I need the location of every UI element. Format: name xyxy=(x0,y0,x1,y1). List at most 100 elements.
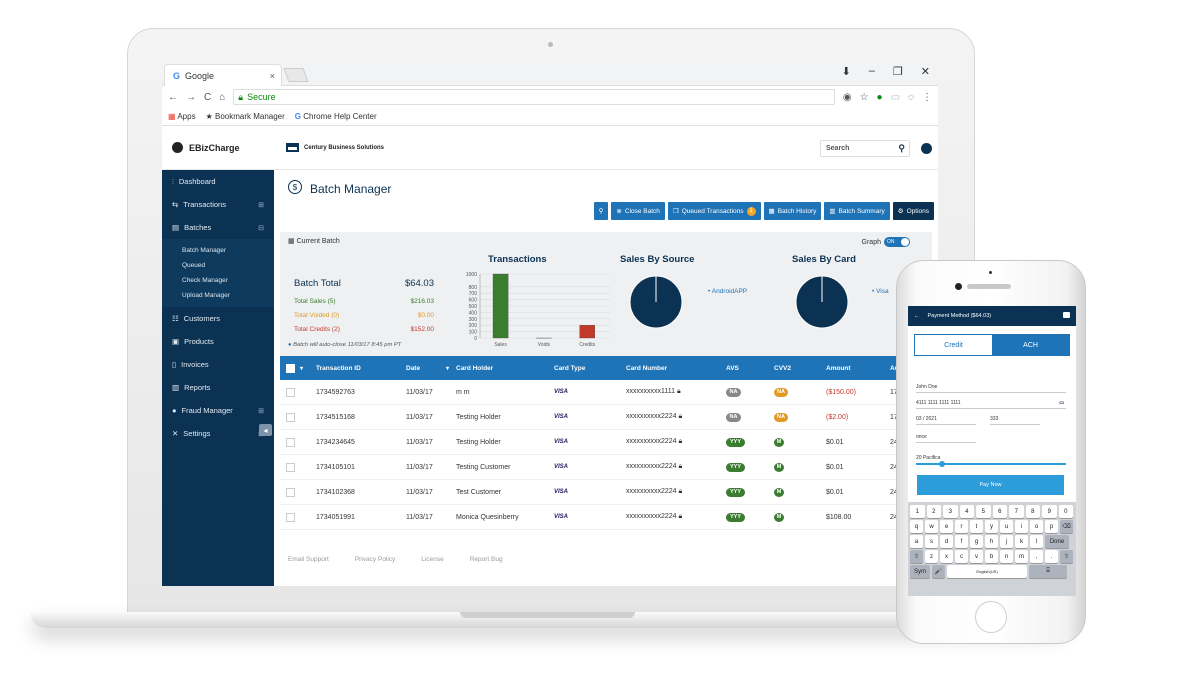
restore-button[interactable]: ❐ xyxy=(892,66,903,78)
col-amount[interactable]: Amount xyxy=(826,364,851,372)
key[interactable]: q xyxy=(910,520,923,533)
key[interactable]: Sym xyxy=(910,565,930,578)
key[interactable]: l xyxy=(1030,535,1043,548)
select-dropdown-icon[interactable]: ▾ xyxy=(300,365,304,372)
key[interactable]: o xyxy=(1030,520,1043,533)
table-row[interactable]: 1734051991 11/03/17 Monica Quesinberry VISA… xyxy=(280,505,932,530)
table-row[interactable]: 1734592763 11/03/17 m m VISA xxxxxxxxxx1111 … xyxy=(280,380,932,405)
camera-icon[interactable] xyxy=(1063,312,1070,318)
footer-license[interactable]: License xyxy=(421,556,444,563)
key[interactable]: d xyxy=(940,535,953,548)
key[interactable]: f xyxy=(955,535,968,548)
lock-icon[interactable]: 🔒︎ xyxy=(676,438,683,445)
row-checkbox[interactable] xyxy=(286,387,295,397)
key[interactable]: b xyxy=(985,550,998,563)
lock-icon[interactable]: 🔒︎ xyxy=(676,463,683,470)
sidebar-item-products[interactable]: ▣ Products xyxy=(172,337,214,346)
sidebar-item-fraud-manager[interactable]: ● Fraud Manager ⊞ xyxy=(172,406,264,415)
extension3-icon[interactable]: ◌ xyxy=(908,91,914,103)
options-button[interactable]: ⚙ Options xyxy=(892,202,934,220)
sort-icon[interactable]: ▾ xyxy=(446,365,450,372)
key[interactable]: 6 xyxy=(992,505,1007,518)
key[interactable]: 4 xyxy=(959,505,974,518)
key[interactable]: , xyxy=(1030,550,1043,563)
new-tab-button[interactable] xyxy=(283,68,309,82)
back-icon[interactable]: ← xyxy=(168,91,178,103)
key[interactable]: m xyxy=(1015,550,1028,563)
key[interactable]: t xyxy=(970,520,983,533)
user-menu-icon[interactable] xyxy=(921,143,932,154)
tab-credit[interactable]: Credit xyxy=(915,335,992,355)
reload-icon[interactable]: C xyxy=(204,91,212,103)
space-key[interactable]: English(US) xyxy=(947,565,1027,578)
extension-icon[interactable]: ● xyxy=(876,91,883,103)
key[interactable]: . xyxy=(1045,550,1058,563)
search-input[interactable]: Search ⚲ xyxy=(820,140,910,157)
transaction-id[interactable]: 1734592763 xyxy=(316,388,355,396)
backspace-key[interactable]: ⌫ xyxy=(1060,520,1073,533)
bookmark-manager[interactable]: ★ Bookmark Manager xyxy=(205,112,285,121)
key[interactable]: r xyxy=(955,520,968,533)
col-avs[interactable]: AVS xyxy=(726,364,739,372)
col-card-holder[interactable]: Card Holder xyxy=(456,364,494,372)
tab-ach[interactable]: ACH xyxy=(992,335,1069,355)
browser-tab[interactable]: G Google × xyxy=(164,64,282,86)
key[interactable]: 0 xyxy=(1058,505,1073,518)
row-checkbox[interactable] xyxy=(286,512,295,522)
col-card-type[interactable]: Card Type xyxy=(554,364,586,372)
sidebar-item-customers[interactable]: ☷ Customers xyxy=(172,314,220,323)
search-icon[interactable]: ⚲ xyxy=(898,143,905,153)
table-row[interactable]: 1734234645 11/03/17 Testing Holder VISA xxxx… xyxy=(280,430,932,455)
graph-toggle[interactable]: ON xyxy=(884,237,910,247)
address-field[interactable]: 20 Pacifica xyxy=(916,455,1066,465)
transaction-id[interactable]: 1734105101 xyxy=(316,463,355,471)
keyboard-key[interactable]: ⌸ xyxy=(1029,565,1067,578)
select-all-checkbox[interactable] xyxy=(286,363,295,373)
key[interactable]: Done xyxy=(1045,535,1069,548)
sub-queued[interactable]: Queued xyxy=(182,262,206,269)
key[interactable]: 3 xyxy=(943,505,958,518)
footer-privacy-policy[interactable]: Privacy Policy xyxy=(354,556,396,563)
key[interactable]: w xyxy=(925,520,938,533)
download-icon[interactable]: ⬇ xyxy=(841,66,851,78)
key[interactable]: 8 xyxy=(1025,505,1040,518)
bookmark-apps[interactable]: ▦ Apps xyxy=(168,112,196,121)
bookmark-help[interactable]: G Chrome Help Center xyxy=(294,112,377,121)
key[interactable]: p xyxy=(1045,520,1058,533)
row-checkbox[interactable] xyxy=(286,437,295,447)
key[interactable]: v xyxy=(970,550,983,563)
sidebar-item-settings[interactable]: ✕Settings⊞ xyxy=(162,422,274,445)
transaction-id[interactable]: 1734515168 xyxy=(316,413,355,421)
row-checkbox[interactable] xyxy=(286,487,295,497)
home-icon[interactable]: ⌂ xyxy=(219,91,226,103)
col-transaction-id[interactable]: Transaction ID xyxy=(316,364,361,372)
pay-now-button[interactable]: Pay Now xyxy=(917,475,1064,495)
extension2-icon[interactable]: ▭ xyxy=(890,91,901,103)
row-checkbox[interactable] xyxy=(286,462,295,472)
key[interactable]: z xyxy=(925,550,938,563)
sidebar-item-reports[interactable]: ▥ Reports xyxy=(172,383,211,392)
lock-icon[interactable]: 🔒︎ xyxy=(676,488,683,495)
key[interactable]: s xyxy=(925,535,938,548)
text-cursor-handle[interactable] xyxy=(939,461,945,467)
key[interactable]: i xyxy=(1015,520,1028,533)
transaction-id[interactable]: 1734051991 xyxy=(316,513,355,521)
key[interactable]: g xyxy=(970,535,983,548)
table-row[interactable]: 1734105101 11/03/17 Testing Customer VISA xx… xyxy=(280,455,932,480)
mic-key[interactable]: 🎤 xyxy=(932,565,945,578)
queued-transactions-button[interactable]: ❐ Queued Transactions 1 xyxy=(667,202,761,220)
shift-key[interactable]: ⇧ xyxy=(1060,550,1073,563)
lock-icon[interactable]: 🔒︎ xyxy=(676,513,683,520)
transaction-id[interactable]: 1734234645 xyxy=(316,438,355,446)
key[interactable]: c xyxy=(955,550,968,563)
footer-email-support[interactable]: Email Support xyxy=(288,556,329,563)
transaction-id[interactable]: 1734102368 xyxy=(316,488,355,496)
key[interactable]: 7 xyxy=(1009,505,1024,518)
shift-key[interactable]: ⇧ xyxy=(910,550,923,563)
footer-report-bug[interactable]: Report Bug xyxy=(469,556,503,563)
key[interactable]: n xyxy=(1000,550,1013,563)
key[interactable]: x xyxy=(940,550,953,563)
lock-icon[interactable]: 🔒︎ xyxy=(676,413,683,420)
zip-field[interactable]: once xyxy=(916,434,976,443)
tab-close-icon[interactable]: × xyxy=(269,70,275,81)
